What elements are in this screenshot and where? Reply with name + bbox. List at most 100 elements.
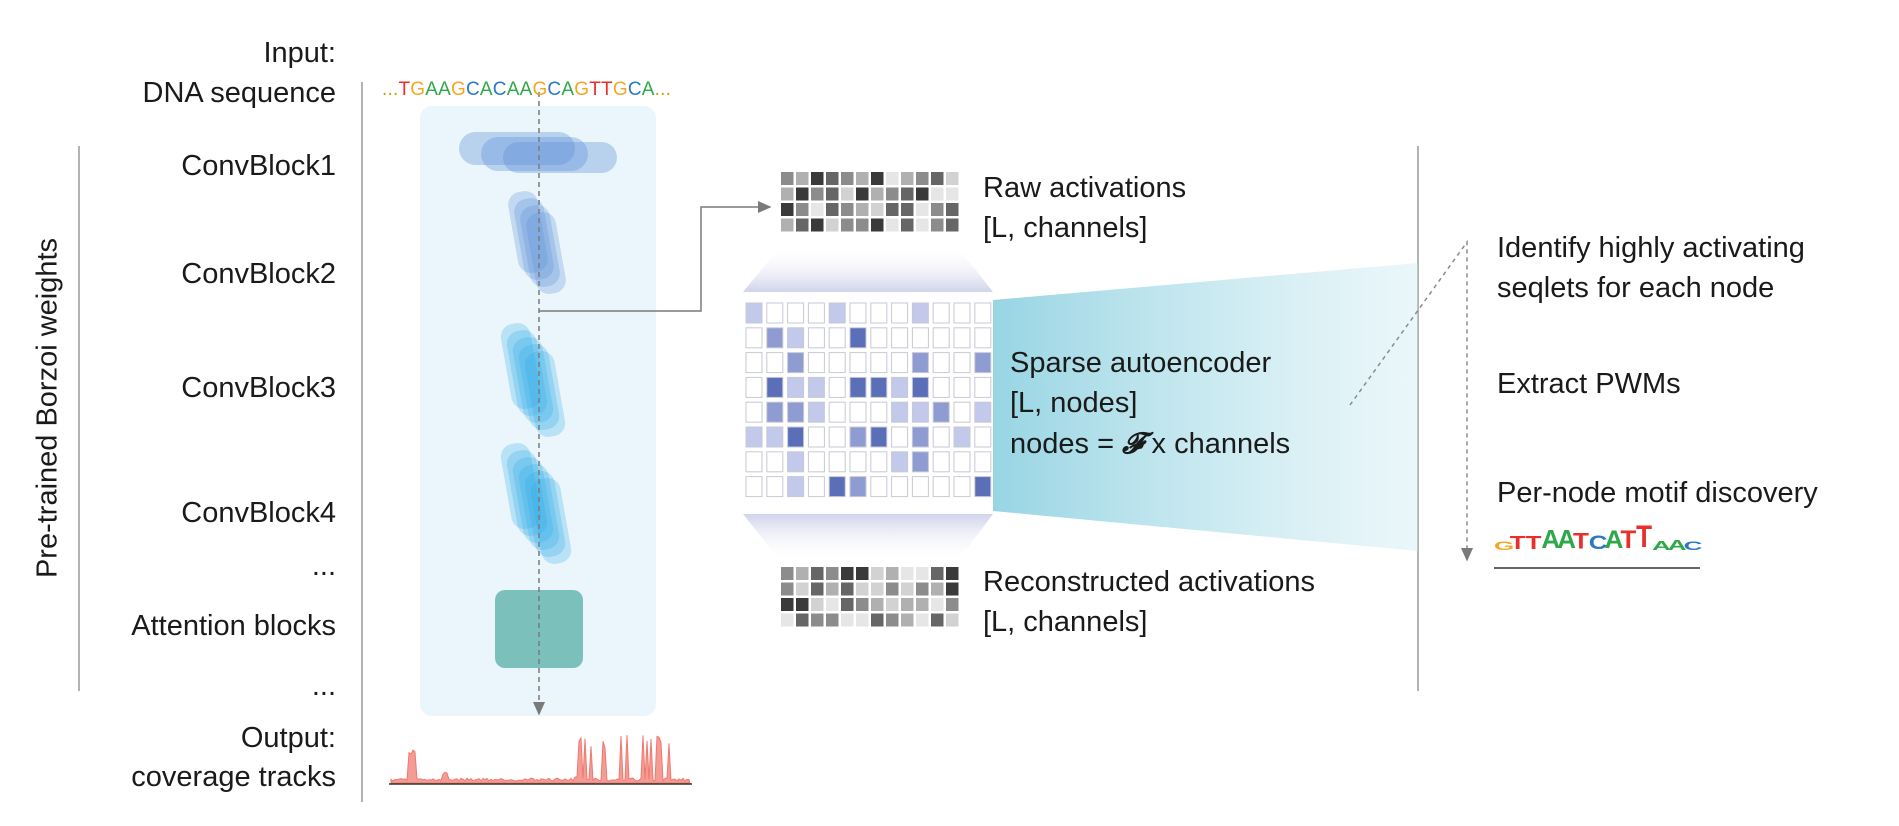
heatmap-cell bbox=[811, 187, 824, 201]
motif-letter: G bbox=[1494, 539, 1515, 553]
heatmap-cell bbox=[886, 613, 899, 627]
heatmap-cell bbox=[796, 613, 809, 627]
motif-letter: T bbox=[1620, 525, 1637, 554]
heatmap-cell bbox=[787, 451, 805, 473]
heatmap-cell bbox=[931, 203, 944, 216]
heatmap-cell bbox=[932, 426, 950, 448]
heatmap-cell bbox=[841, 613, 854, 627]
heatmap-cell bbox=[811, 613, 824, 627]
dna-base: T bbox=[398, 79, 411, 100]
heatmap-cell bbox=[826, 187, 839, 201]
heatmap-cell bbox=[931, 567, 944, 580]
heatmap-cell bbox=[841, 567, 854, 580]
identify-seqlets-line2: seqlets for each node bbox=[1497, 272, 1775, 304]
heatmap-cell bbox=[811, 172, 824, 185]
heatmap-cell bbox=[871, 567, 884, 580]
heatmap-cell bbox=[901, 598, 914, 611]
heatmap-cell bbox=[826, 172, 839, 185]
heatmap-cell bbox=[953, 302, 971, 324]
heatmap-cell bbox=[953, 451, 971, 473]
heatmap-cell bbox=[891, 401, 909, 423]
dna-base: T bbox=[589, 79, 602, 100]
heatmap-cell bbox=[849, 327, 867, 349]
heatmap-cell bbox=[916, 218, 929, 232]
heatmap-cell bbox=[849, 302, 867, 324]
heatmap-cell bbox=[828, 426, 846, 448]
heatmap-cell bbox=[781, 613, 794, 627]
heatmap-cell bbox=[871, 598, 884, 611]
heatmap-cell bbox=[931, 187, 944, 201]
heatmap-cell bbox=[841, 582, 854, 596]
heatmap-cell bbox=[870, 302, 888, 324]
raw-activations-heatmap bbox=[781, 172, 959, 232]
heatmap-cell bbox=[828, 451, 846, 473]
output-label: Output: bbox=[240, 722, 336, 754]
motif-letter: T bbox=[1636, 518, 1653, 555]
reconstructed-activations-shape: [L, channels] bbox=[983, 606, 1148, 638]
heatmap-cell bbox=[911, 401, 929, 423]
heatmap-cell bbox=[781, 218, 794, 232]
heatmap-cell bbox=[781, 187, 794, 201]
heatmap-cell bbox=[891, 451, 909, 473]
heatmap-cell bbox=[886, 187, 899, 201]
heatmap-cell bbox=[916, 203, 929, 216]
reconstructed-activations-title: Reconstructed activations bbox=[983, 566, 1316, 598]
heatmap-cell bbox=[828, 476, 846, 498]
heatmap-cell bbox=[856, 203, 869, 216]
heatmap-cell bbox=[891, 476, 909, 498]
heatmap-cell bbox=[745, 401, 763, 423]
heatmap-cell bbox=[787, 327, 805, 349]
heatmap-cell bbox=[745, 327, 763, 349]
dna-base: A bbox=[561, 79, 575, 100]
dna-sequence-label: DNA sequence bbox=[142, 77, 336, 109]
convblock2-shape bbox=[508, 191, 566, 294]
motif-logo-baseline bbox=[1494, 567, 1700, 569]
heatmap-cell bbox=[946, 582, 959, 596]
heatmap-cell bbox=[886, 567, 899, 580]
heatmap-cell bbox=[901, 218, 914, 232]
dna-base: C bbox=[492, 79, 507, 100]
heatmap-cell bbox=[974, 352, 992, 374]
expansion-factor-symbol: 𝓕 bbox=[1122, 426, 1144, 460]
heatmap-cell bbox=[911, 476, 929, 498]
heatmap-cell bbox=[871, 172, 884, 185]
sae-heatmap bbox=[745, 302, 992, 498]
identify-seqlets-line1: Identify highly activating bbox=[1497, 232, 1805, 264]
dna-base: G bbox=[410, 79, 426, 100]
dna-base: G bbox=[532, 79, 548, 100]
motif-letter: T bbox=[1525, 532, 1542, 554]
heatmap-cell bbox=[886, 203, 899, 216]
heatmap-cell bbox=[766, 401, 784, 423]
heatmap-cell bbox=[807, 426, 825, 448]
coverage-tracks-plot bbox=[390, 735, 691, 784]
heatmap-cell bbox=[911, 302, 929, 324]
motif-letter: T bbox=[1572, 528, 1589, 554]
heatmap-cell bbox=[891, 376, 909, 398]
heatmap-cell bbox=[931, 218, 944, 232]
heatmap-cell bbox=[745, 426, 763, 448]
heatmap-cell bbox=[916, 613, 929, 627]
heatmap-cell bbox=[946, 203, 959, 216]
heatmap-cell bbox=[841, 172, 854, 185]
ellipsis-label: ... bbox=[311, 550, 336, 582]
heatmap-cell bbox=[901, 187, 914, 201]
dna-base: A bbox=[438, 79, 451, 100]
heatmap-cell bbox=[811, 218, 824, 232]
heatmap-cell bbox=[953, 401, 971, 423]
heatmap-cell bbox=[974, 302, 992, 324]
heatmap-cell bbox=[870, 476, 888, 498]
heatmap-cell bbox=[826, 218, 839, 232]
heatmap-cell bbox=[856, 613, 869, 627]
extract-pwms-label: Extract PWMs bbox=[1497, 368, 1681, 400]
heatmap-cell bbox=[826, 598, 839, 611]
heatmap-cell bbox=[766, 426, 784, 448]
heatmap-cell bbox=[946, 218, 959, 232]
heatmap-cell bbox=[870, 401, 888, 423]
dna-base: C bbox=[465, 79, 480, 100]
heatmap-cell bbox=[931, 172, 944, 185]
heatmap-cell bbox=[781, 582, 794, 596]
motif-pointer bbox=[1349, 239, 1473, 562]
motif-discovery-label: Per-node motif discovery bbox=[1497, 477, 1818, 509]
raw-activations-shape: [L, channels] bbox=[983, 212, 1148, 244]
